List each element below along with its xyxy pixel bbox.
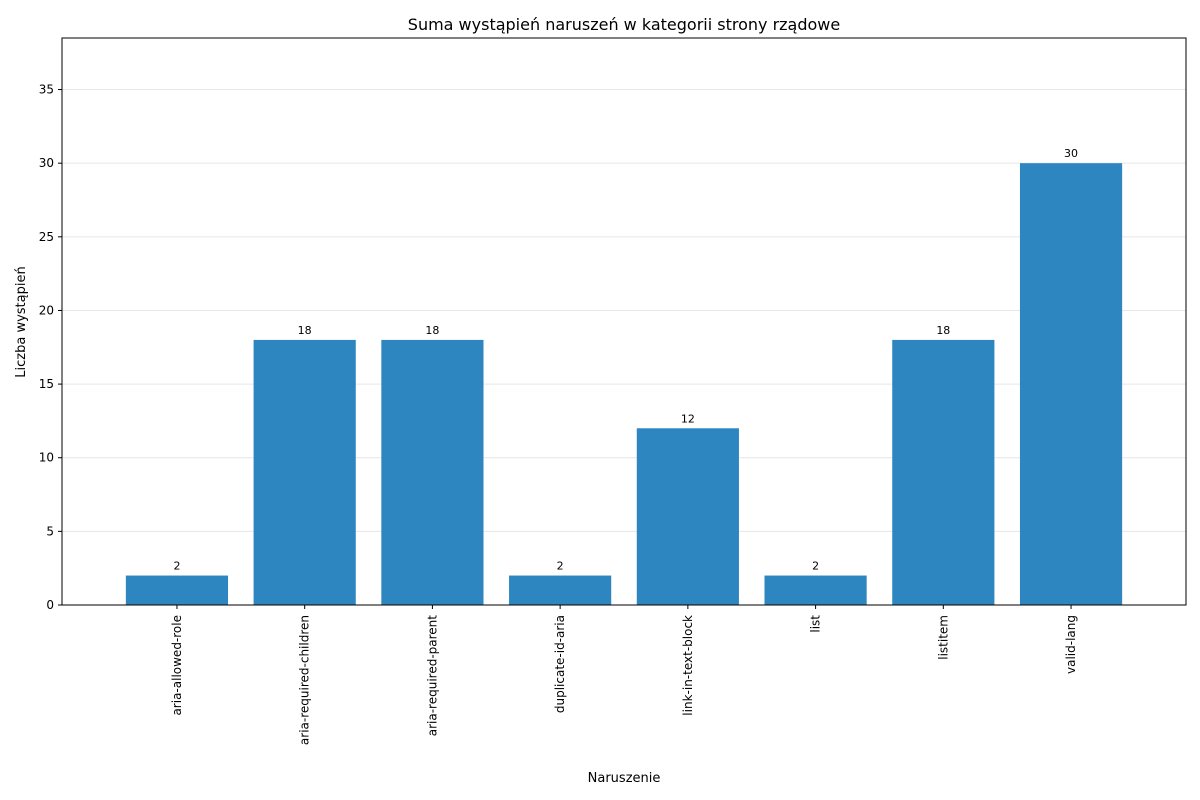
grid-lines — [62, 89, 1186, 532]
x-tick-label: listitem — [936, 615, 950, 660]
bar — [636, 428, 739, 605]
y-tick-label: 25 — [39, 230, 54, 244]
bar — [125, 575, 229, 605]
y-tick-label: 15 — [39, 377, 54, 391]
x-tick-label: link-in-text-block — [681, 615, 695, 716]
bar — [381, 339, 484, 605]
x-axis-ticks: aria-allowed-role aria-required-children a… — [170, 605, 1078, 745]
x-tick-label: duplicate-id-aria — [553, 615, 567, 713]
bar — [764, 575, 867, 605]
y-axis-label: Liczba wystąpień — [14, 266, 29, 377]
x-tick-label: aria-allowed-role — [170, 615, 184, 716]
bar-value-label: 2 — [557, 560, 564, 573]
x-tick-label: list — [809, 615, 823, 633]
x-tick-label: aria-required-parent — [425, 615, 439, 737]
y-tick-label: 10 — [39, 451, 54, 465]
chart-title: Suma wystąpień naruszeń w kategorii stro… — [408, 15, 840, 34]
bar — [509, 575, 612, 605]
plot-frame — [61, 37, 1187, 606]
y-tick-label: 20 — [39, 303, 54, 317]
bar-value-label: 2 — [812, 560, 819, 573]
bar — [253, 339, 356, 605]
bar-value-label: 12 — [681, 412, 695, 425]
bar — [892, 339, 995, 605]
bar-value-label: 18 — [936, 324, 950, 337]
bar-value-label: 18 — [298, 324, 312, 337]
y-tick-label: 35 — [39, 83, 54, 97]
y-tick-label: 0 — [46, 598, 54, 612]
x-tick-label: aria-required-children — [298, 615, 312, 745]
bar-value-label: 2 — [173, 560, 180, 573]
x-axis-label: Naruszenie — [588, 771, 661, 786]
y-axis-ticks: 0 5 10 15 20 25 30 35 — [39, 83, 62, 612]
bar-value-label: 30 — [1064, 147, 1078, 160]
bars — [125, 163, 1123, 605]
bar — [1019, 163, 1123, 605]
x-tick-label: valid-lang — [1064, 615, 1078, 674]
y-tick-label: 5 — [46, 524, 54, 538]
bar-value-label: 18 — [425, 324, 439, 337]
y-tick-label: 30 — [39, 156, 54, 170]
data-labels: 2 18 18 2 12 2 18 30 — [173, 147, 1078, 572]
